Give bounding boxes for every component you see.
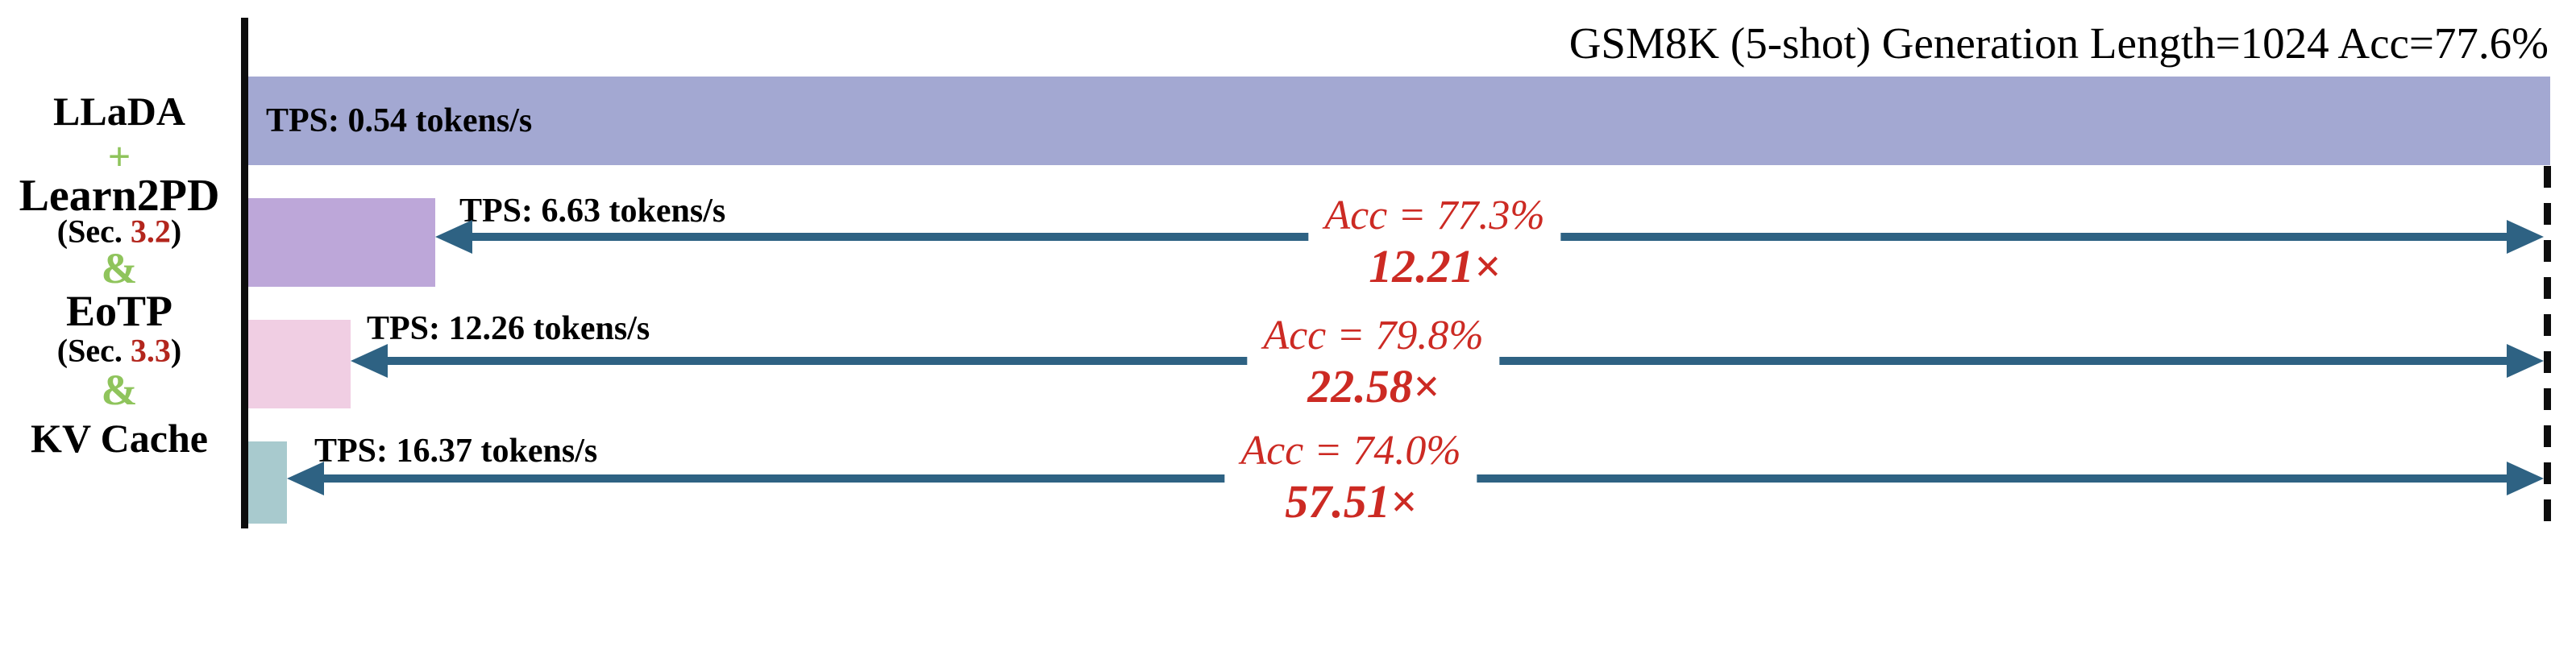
accuracy-text: Acc = 74.0% [1240,428,1461,474]
y-axis-line [241,18,248,528]
row-label-eotp: EoTP [65,287,173,335]
plus-connector: + [107,134,131,179]
sec33-number: 3.3 [130,332,171,369]
bar-eotp [248,320,351,408]
row-label-kv-cache: KV Cache [31,416,208,461]
speedup-text: 22.58× [1307,360,1440,412]
bar-kv-cache [248,441,287,524]
ampersand-connector-1: & [101,244,138,292]
row-label-llada: LLaDA [53,89,185,134]
tps-label-kv-cache: TPS: 16.37 tokens/s [314,433,598,470]
bar-learn2pd [248,198,435,287]
accuracy-text: Acc = 77.3% [1324,193,1545,238]
sec33-prefix: (Sec. [56,332,131,369]
sec32-number: 3.2 [130,213,171,250]
ampersand-connector-2: & [101,366,138,414]
sec32-prefix: (Sec. [56,213,131,250]
baseline-dashed-line [2544,166,2551,536]
annotation-learn2pd: Acc = 77.3% 12.21× [1308,192,1561,293]
arrow-right-head-icon [2507,462,2544,495]
row-label-sec-3-2: (Sec. 3.2) [0,213,239,251]
row-label-sec-3-3: (Sec. 3.3) [0,332,239,370]
accuracy-text: Acc = 79.8% [1263,313,1484,358]
row-label-learn2pd: Learn2PD [19,171,220,221]
tps-label-learn2pd: TPS: 6.63 tokens/s [459,193,726,230]
annotation-kv-cache: Acc = 74.0% 57.51× [1224,427,1477,528]
speedup-text: 12.21× [1369,240,1501,292]
sec32-suffix: ) [170,213,182,250]
sec33-suffix: ) [170,332,182,369]
chart-title: GSM8K (5-shot) Generation Length=1024 Ac… [1568,19,2549,68]
arrow-right-head-icon [2507,344,2544,378]
arrow-right-head-icon [2507,220,2544,254]
tps-label-llada: TPS: 0.54 tokens/s [266,102,533,139]
speedup-text: 57.51× [1285,475,1417,528]
annotation-eotp: Acc = 79.8% 22.58× [1247,312,1500,413]
tps-label-eotp: TPS: 12.26 tokens/s [367,310,650,347]
bar-llada [248,77,2550,165]
